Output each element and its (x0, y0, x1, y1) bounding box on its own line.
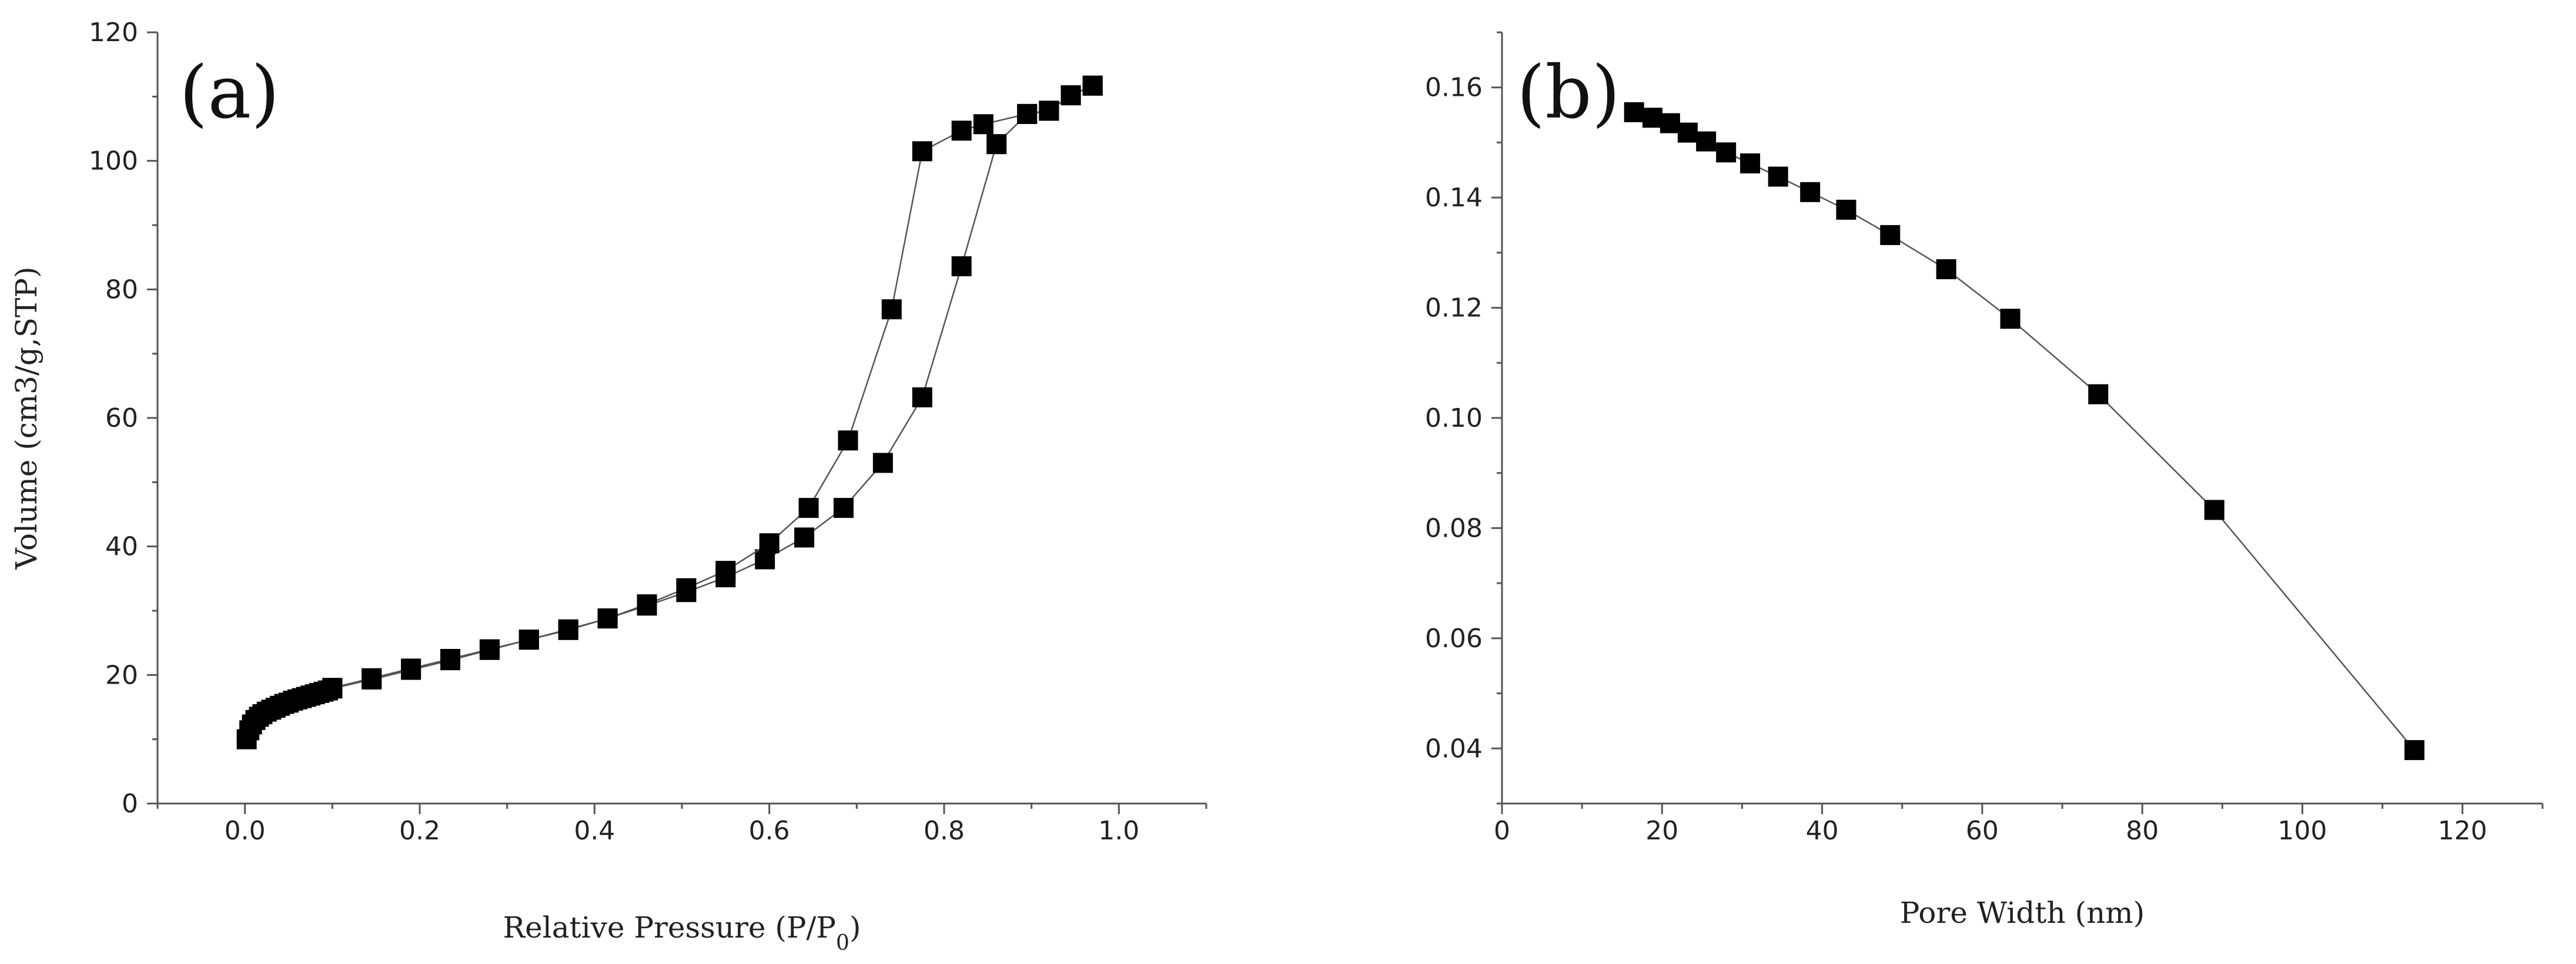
panel-b-x-tick-label: 100 (2278, 816, 2327, 846)
panel-a-x-ticks: 0.0 0.2 0.4 0.6 0.8 1.0 (156, 804, 1207, 846)
panel-a-x-tick-label: 0.4 (574, 816, 615, 846)
panel-b-y-ticks: 0.04 0.06 0.08 0.10 0.12 0.14 0.16 (1425, 31, 1502, 805)
panel-a-x-tick-label: 0.8 (924, 816, 965, 846)
panel-a-series (236, 75, 1103, 749)
panel-a-data-point (912, 141, 932, 162)
panel-a-data-point (401, 658, 421, 679)
panel-a-data-point (715, 561, 736, 581)
panel-b-axis-frame (1501, 32, 2542, 805)
chart-panel-a: 0.0 0.2 0.4 0.6 0.8 1.0 0 20 40 60 80 100 120 (a) R… (9, 18, 1207, 955)
panel-b-x-axis-title: Pore Width (nm) (1900, 896, 2145, 930)
panel-b-y-tick-label: 0.16 (1425, 73, 1483, 103)
panel-a-data-point (558, 620, 578, 640)
panel-a-y-tick-label: 120 (89, 18, 138, 48)
panel-a-data-point (362, 668, 382, 688)
panel-a-data-point (322, 678, 343, 698)
panel-a-data-point (597, 608, 618, 629)
panel-b-data-point (1880, 225, 1901, 245)
panel-a-data-point (912, 387, 932, 407)
panel-a-y-tick-label: 40 (105, 532, 138, 562)
panel-a-data-point (759, 533, 780, 554)
panel-b-label: (b) (1517, 51, 1620, 135)
panel-a-y-axis-title: Volume (cm3/g,STP) (9, 267, 44, 570)
panel-a-x-tick-label: 0.6 (749, 816, 790, 846)
panel-a-y-tick-label: 0 (122, 789, 138, 819)
panel-b-data-point (1677, 122, 1698, 143)
panel-a-data-point (881, 299, 902, 320)
panel-b-y-tick-label: 0.04 (1425, 734, 1483, 764)
panel-b-data-point (1716, 142, 1737, 163)
panel-b-x-tick-label: 60 (1966, 816, 1999, 846)
panel-b-data-point (1936, 259, 1956, 279)
panel-a-data-point (794, 527, 815, 548)
panel-a-y-ticks: 0 20 40 60 80 100 120 (89, 18, 158, 819)
panel-a-x-tick-label: 0.2 (399, 816, 440, 846)
panel-b-data-point (1800, 182, 1821, 202)
panel-a-y-tick-label: 60 (105, 403, 138, 433)
panel-b-y-tick-label: 0.08 (1425, 513, 1483, 543)
panel-a-data-point (1060, 85, 1081, 106)
panel-b-x-tick-label: 20 (1645, 816, 1678, 846)
panel-b-y-tick-label: 0.06 (1425, 624, 1483, 654)
panel-b-x-ticks: 0 20 40 60 80 100 120 (1494, 804, 2544, 846)
panel-a-x-axis-title: Relative Pressure (P/P0) (503, 911, 861, 955)
panel-b-y-tick-label: 0.10 (1425, 403, 1483, 433)
panel-b-y-tick-label: 0.12 (1425, 293, 1483, 323)
panel-b-series-line-1 (1634, 111, 2416, 751)
panel-b-y-tick-label: 0.14 (1425, 183, 1483, 213)
panel-a-data-point (637, 594, 657, 615)
panel-a-y-tick-label: 80 (105, 275, 138, 304)
panel-b-x-tick-label: 80 (2126, 816, 2159, 846)
panel-b-data-point (2000, 309, 2020, 329)
panel-b-data-point (2088, 384, 2109, 404)
panel-b-data-point (1642, 108, 1662, 128)
panel-a-data-point (1082, 75, 1103, 96)
panel-b-data-point (1836, 199, 1856, 220)
panel-b-data-point (1624, 102, 1644, 122)
panel-b-x-tick-label: 0 (1494, 816, 1510, 846)
panel-b-data-point (2204, 500, 2224, 520)
panel-a-data-point (1017, 103, 1038, 124)
panel-a-data-point (838, 430, 858, 451)
panel-a-data-point (872, 453, 893, 473)
panel-a-data-point (951, 120, 972, 141)
panel-a-data-point (973, 114, 993, 135)
panel-a-data-point (986, 134, 1007, 155)
panel-b-data-point (1660, 113, 1680, 133)
panel-a-y-tick-label: 100 (89, 146, 138, 176)
panel-a-data-point (798, 498, 819, 518)
panel-b-series (1624, 102, 2425, 761)
panel-a-data-point (676, 578, 697, 598)
panel-b-x-tick-label: 120 (2438, 816, 2487, 846)
panel-a-x-tick-label: 0.0 (225, 816, 266, 846)
panel-b-data-point (1696, 131, 1717, 152)
panel-a-data-point (951, 256, 972, 276)
panel-b-data-point (1740, 153, 1761, 173)
panel-b-data-point (2404, 740, 2425, 761)
panel-a-data-point (518, 630, 539, 650)
panel-a-data-point (440, 649, 460, 669)
panel-b-data-point (1768, 166, 1788, 187)
panel-a-y-tick-label: 20 (105, 660, 138, 690)
panel-b-x-tick-label: 40 (1806, 816, 1839, 846)
panel-a-label: (a) (179, 51, 280, 135)
chart-panel-b: 0 20 40 60 80 100 120 0.04 0.06 0.08 0.10 0.12 0.14… (1425, 31, 2544, 930)
panel-a-data-point (1039, 101, 1059, 121)
panel-a-data-point (834, 498, 854, 518)
panel-a-series-line-2 (332, 85, 1093, 689)
panel-a-series-line-1 (246, 85, 1093, 740)
panel-a-data-point (479, 639, 500, 660)
panel-a-x-tick-label: 1.0 (1098, 816, 1139, 846)
